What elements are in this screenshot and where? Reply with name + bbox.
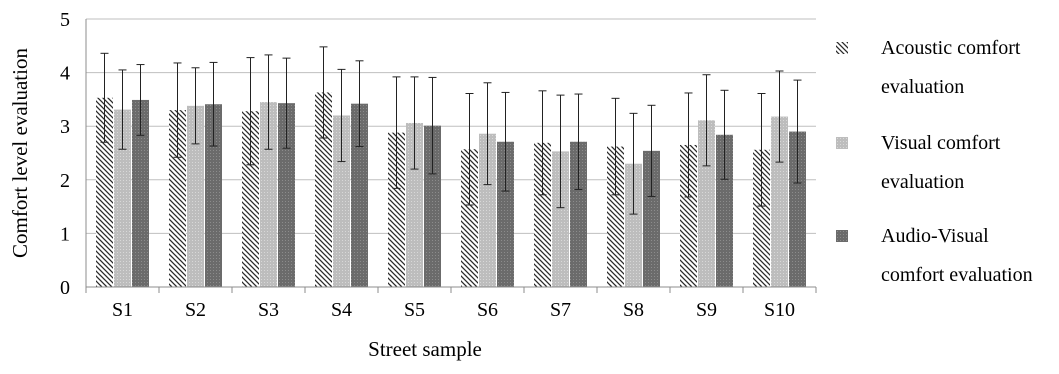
bar-s1-series-3 — [132, 99, 149, 287]
bar-s7-series-2 — [552, 151, 569, 287]
y-tick-label: 4 — [60, 63, 70, 85]
bar-s9-series-1 — [680, 144, 697, 287]
bar-s3-series-1 — [242, 111, 259, 287]
bar-s2-series-3 — [205, 104, 222, 287]
legend-label-series-3: comfort evaluation — [881, 264, 1033, 286]
legend-label-series-1: Acoustic comfort — [881, 37, 1021, 59]
x-tick-label: S1 — [112, 299, 133, 321]
bar-s3-series-3 — [278, 103, 295, 287]
bar-s6-series-1 — [461, 149, 478, 287]
x-tick-label: S7 — [550, 299, 571, 321]
bar-s7-series-1 — [534, 142, 551, 287]
bar-s8-series-2 — [625, 163, 642, 287]
bar-s5-series-2 — [406, 122, 423, 287]
bar-s2-series-2 — [187, 105, 204, 287]
bar-s9-series-3 — [716, 134, 733, 287]
y-tick-label: 5 — [60, 9, 70, 31]
x-tick-label: S6 — [477, 299, 498, 321]
legend-swatch-series-1 — [836, 42, 848, 54]
legend-swatch-series-2 — [836, 137, 848, 149]
y-tick-label: 3 — [60, 116, 70, 138]
bar-s6-series-2 — [479, 133, 496, 287]
x-tick-label: S5 — [404, 299, 425, 321]
bar-s5-series-1 — [388, 132, 405, 287]
bar-s4-series-1 — [315, 92, 332, 287]
y-tick-label: 1 — [60, 223, 70, 245]
x-tick-label: S4 — [331, 299, 352, 321]
x-tick-label: S3 — [258, 299, 279, 321]
bar-s5-series-3 — [424, 125, 441, 287]
bar-s1-series-1 — [96, 97, 113, 288]
legend: Acoustic comfort evaluation Visual comfort… — [836, 37, 1033, 286]
x-tick-label: S2 — [185, 299, 206, 321]
bar-s6-series-3 — [497, 141, 514, 287]
x-tick-label: S10 — [764, 299, 795, 321]
bar-s1-series-2 — [114, 109, 131, 287]
bar-s8-series-3 — [643, 150, 660, 287]
error-bars — [100, 46, 802, 215]
legend-label-series-2: Visual comfort — [881, 132, 1001, 154]
bar-s10-series-2 — [771, 116, 788, 287]
x-tick-label: S9 — [696, 299, 717, 321]
bar-s4-series-2 — [333, 115, 350, 287]
legend-swatch-series-3 — [836, 230, 848, 242]
bar-s2-series-1 — [169, 110, 186, 288]
bar-s7-series-3 — [570, 141, 587, 287]
axes: 0 1 2 3 4 5 S1 S2 S3 S4 S5 S6 S7 S8 S9 S10 — [60, 9, 817, 321]
legend-label-series-2: evaluation — [881, 171, 964, 193]
bar-s3-series-2 — [260, 102, 277, 287]
legend-label-series-3: Audio-Visual — [881, 225, 989, 247]
bar-s10-series-3 — [789, 131, 806, 287]
bar-s10-series-1 — [753, 149, 770, 287]
bar-s9-series-2 — [698, 120, 715, 287]
bar-s4-series-3 — [351, 103, 368, 287]
x-axis-title: Street sample — [368, 337, 482, 361]
x-tick-label: S8 — [623, 299, 644, 321]
y-axis-title: Comfort level evaluation — [8, 48, 32, 258]
bar-s8-series-1 — [607, 146, 624, 287]
y-tick-label: 2 — [60, 170, 70, 192]
legend-label-series-1: evaluation — [881, 76, 964, 98]
bars — [96, 92, 806, 288]
y-tick-label: 0 — [60, 277, 70, 299]
